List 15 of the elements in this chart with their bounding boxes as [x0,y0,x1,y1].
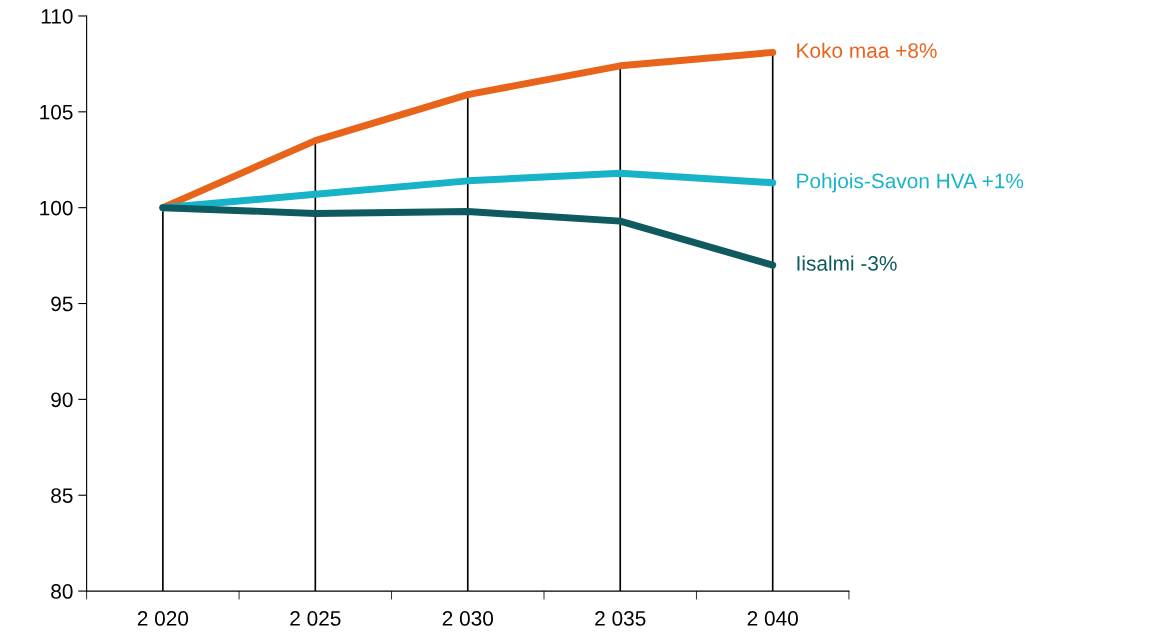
y-tick-label: 105 [40,104,73,120]
x-tick-label: 2 040 [747,611,798,626]
series-label: Pohjois-Savon HVA +1% [797,173,1024,193]
y-tick-label: 110 [41,8,73,24]
x-tick-label: 2 020 [137,611,189,626]
x-tick-label: 2 035 [595,611,646,626]
x-tick-label: 2 030 [442,611,494,626]
series-label: Koko maa +8% [797,42,937,58]
y-tick-label: 85 [51,488,73,503]
series-label: Iisalmi -3% [797,255,897,271]
y-tick-label: 95 [51,296,73,312]
y-tick-label: 80 [51,584,73,599]
y-tick-label: 100 [40,200,73,216]
x-tick-label: 2 025 [290,611,341,626]
y-tick-label: 90 [51,392,73,408]
